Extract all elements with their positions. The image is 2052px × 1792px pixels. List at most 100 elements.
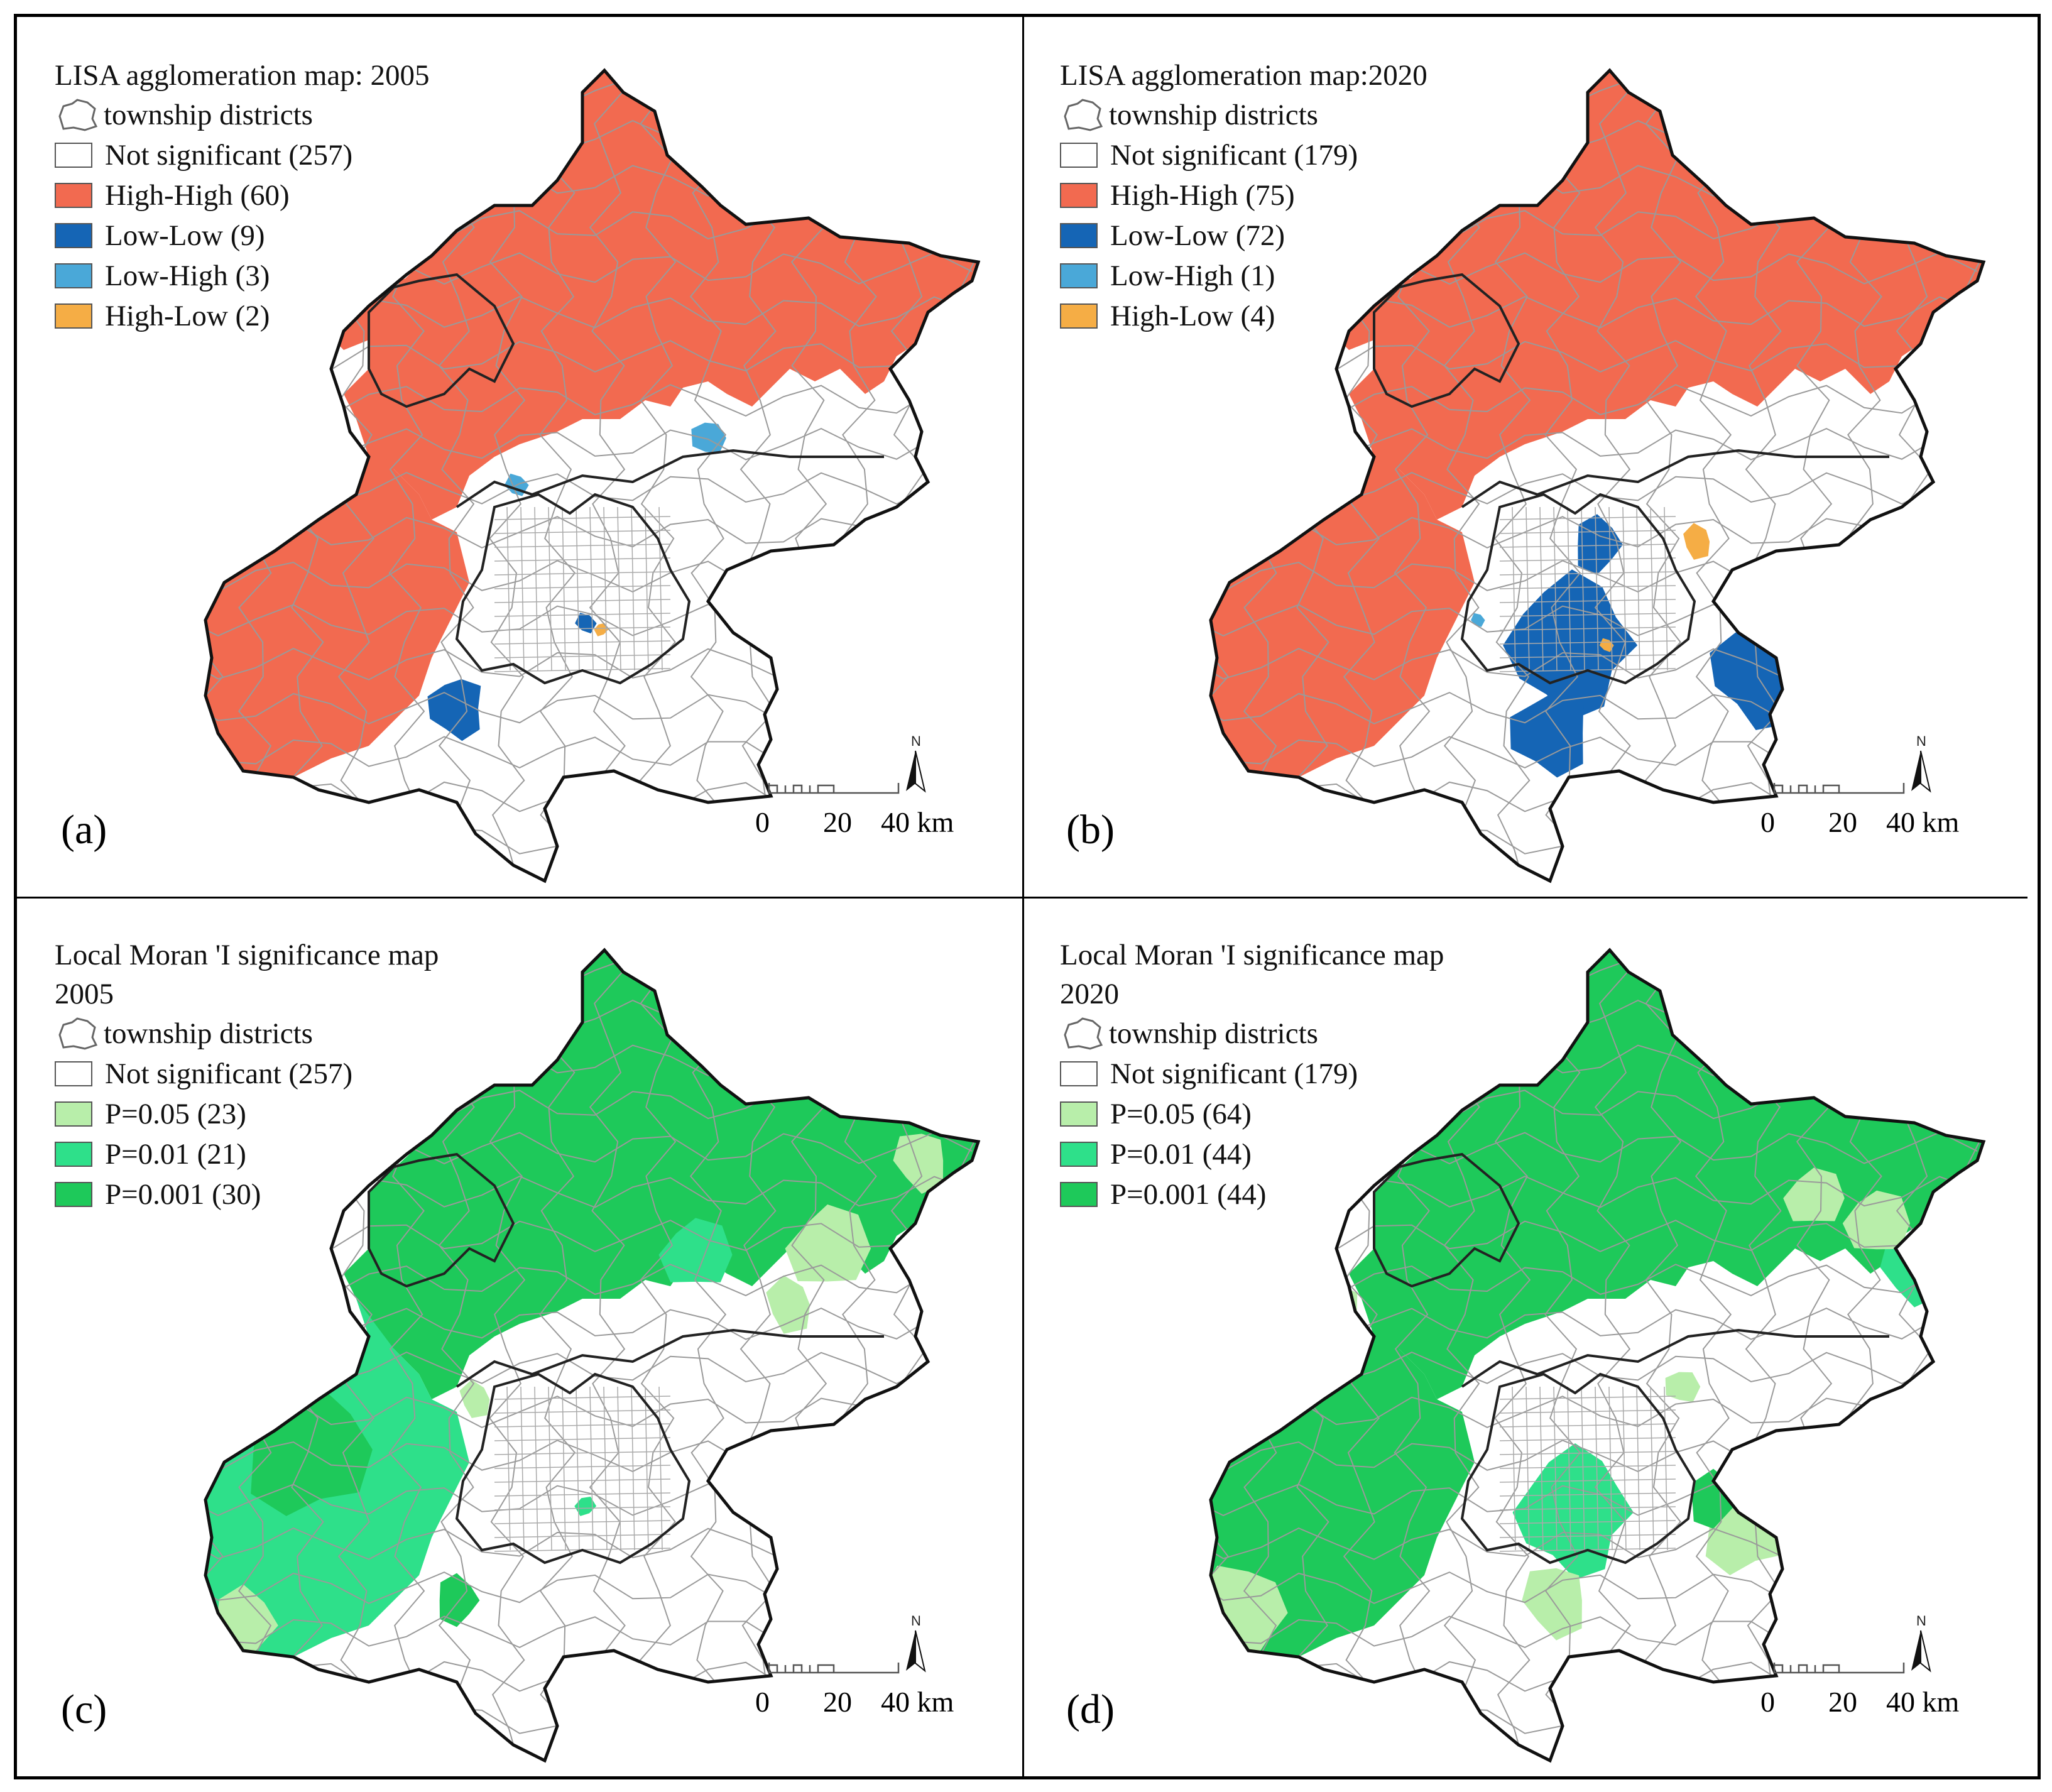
- high-high-region: [325, 275, 432, 350]
- p005-region: [1522, 1568, 1582, 1641]
- district-line: [603, 506, 608, 671]
- legend-swatch: [55, 1182, 92, 1207]
- legend-label: High-High (75): [1110, 179, 1295, 212]
- legend-swatch: [1060, 1182, 1098, 1207]
- legend-label: township districts: [1109, 99, 1318, 131]
- p001-region: [344, 950, 978, 1399]
- legend-swatch: [1060, 263, 1098, 288]
- district-line: [617, 1386, 621, 1551]
- legend-label: High-High (60): [105, 179, 290, 212]
- district-boundary: [1461, 449, 1889, 508]
- district-line: [1499, 1492, 1676, 1497]
- outer-boundary: [204, 948, 981, 1763]
- district-line: [1636, 506, 1640, 671]
- district-line: [1595, 506, 1599, 671]
- district-boundary: [1373, 1152, 1520, 1288]
- district-line: [494, 599, 671, 603]
- scale-label: 20: [823, 806, 852, 838]
- district-line: [1499, 654, 1676, 658]
- scale-label: 20: [1828, 806, 1857, 838]
- district-line: [645, 1386, 649, 1551]
- map-title: 2005: [55, 978, 114, 1010]
- scale-label: 40 km: [1886, 806, 1960, 838]
- legend-item: Not significant (179): [1060, 135, 1427, 175]
- legend-boundary-item: township districts: [1060, 95, 1427, 135]
- map-title: Local Moran 'I significance map: [55, 939, 439, 971]
- legend-swatch: [1060, 223, 1098, 248]
- district-line: [1499, 1437, 1676, 1441]
- district-line: [1499, 1478, 1676, 1483]
- scale-bar-graphic: [1773, 1663, 1905, 1674]
- scale-bar-graphic: [1773, 783, 1905, 794]
- beijing-map: [1209, 68, 1986, 883]
- map-panel-c: Local Moran 'I significance map 2005 towns…: [17, 897, 1024, 1776]
- district-line: [645, 506, 649, 671]
- scale-label: 20: [1828, 1686, 1857, 1718]
- legend-swatch: [1060, 1061, 1098, 1086]
- north-arrow-icon: N: [906, 1613, 926, 1673]
- legend-item: Low-Low (9): [55, 216, 430, 256]
- district-line: [1499, 1451, 1676, 1455]
- district-line: [1622, 506, 1627, 671]
- legend-swatch: [1060, 183, 1098, 208]
- high-high-region: [1349, 70, 1984, 520]
- district-line: [1664, 506, 1668, 671]
- legend-swatch: [55, 1101, 92, 1127]
- legend-label: P=0.001 (44): [1110, 1178, 1267, 1211]
- district-boundary: [1460, 493, 1696, 685]
- district-line: [1499, 571, 1676, 576]
- legend-label: P=0.01 (21): [105, 1138, 246, 1171]
- north-arrow-icon: N: [1911, 1613, 1931, 1673]
- legend-label: Low-High (3): [105, 260, 270, 292]
- district-line: [494, 640, 671, 645]
- scale-bar-graphic: [768, 1663, 900, 1674]
- district-line: [1946, 950, 1984, 1761]
- district-boundary: [1373, 273, 1520, 408]
- scale-label: 0: [755, 806, 770, 838]
- district-line: [494, 1409, 671, 1414]
- district-line: [494, 654, 671, 658]
- district-line: [494, 626, 671, 631]
- map-panel-d: Local Moran 'I significance map 2020 towns…: [1022, 897, 2027, 1776]
- legend-label: township districts: [104, 99, 313, 131]
- district-line: [1594, 70, 1632, 881]
- district-boundary: [455, 1372, 691, 1565]
- district-line: [1608, 1386, 1613, 1551]
- district-line: [494, 544, 671, 548]
- legend-label: Not significant (179): [1110, 139, 1358, 172]
- figure: LISA agglomeration map: 2005 township dis…: [14, 14, 2041, 1779]
- district-line: [639, 950, 677, 1761]
- district-line: [631, 1386, 635, 1551]
- legend: LISA agglomeration map: 2005 township dis…: [55, 56, 430, 336]
- district-line: [658, 506, 663, 671]
- district-line: [1499, 1506, 1676, 1511]
- scale-bar: 0 20 40 km: [749, 1654, 956, 1735]
- legend-item: High-Low (2): [55, 296, 430, 336]
- p001-region: [574, 1497, 597, 1516]
- panel-tag: (b): [1066, 807, 1115, 853]
- p001-region: [1349, 950, 1984, 1399]
- district-line: [589, 950, 626, 1761]
- legend: Local Moran 'I significance map 2005 towns…: [55, 936, 439, 1215]
- district-boundary: [368, 1152, 515, 1288]
- district-line: [494, 1492, 671, 1497]
- scale-label: 40 km: [1886, 1686, 1960, 1718]
- district-line: [494, 1437, 671, 1441]
- legend-label: High-Low (4): [1110, 300, 1275, 332]
- map-title: Local Moran 'I significance map: [1060, 939, 1444, 971]
- high-high-region: [344, 70, 978, 520]
- district-line: [1499, 599, 1676, 603]
- district-line: [1499, 544, 1676, 548]
- district-line: [1644, 950, 1682, 1761]
- legend: LISA agglomeration map:2020 township dist…: [1060, 56, 1427, 336]
- district-line: [1650, 506, 1654, 671]
- legend-label: P=0.001 (30): [105, 1178, 261, 1211]
- legend-label: Not significant (179): [1110, 1057, 1358, 1090]
- district-line: [494, 571, 671, 576]
- district-line: [1499, 626, 1676, 631]
- outer-boundary: [1209, 68, 1986, 883]
- district-line: [1608, 506, 1613, 671]
- district-line: [589, 506, 594, 671]
- p005-region: [1284, 1281, 1358, 1369]
- legend-item: Low-High (3): [55, 256, 430, 296]
